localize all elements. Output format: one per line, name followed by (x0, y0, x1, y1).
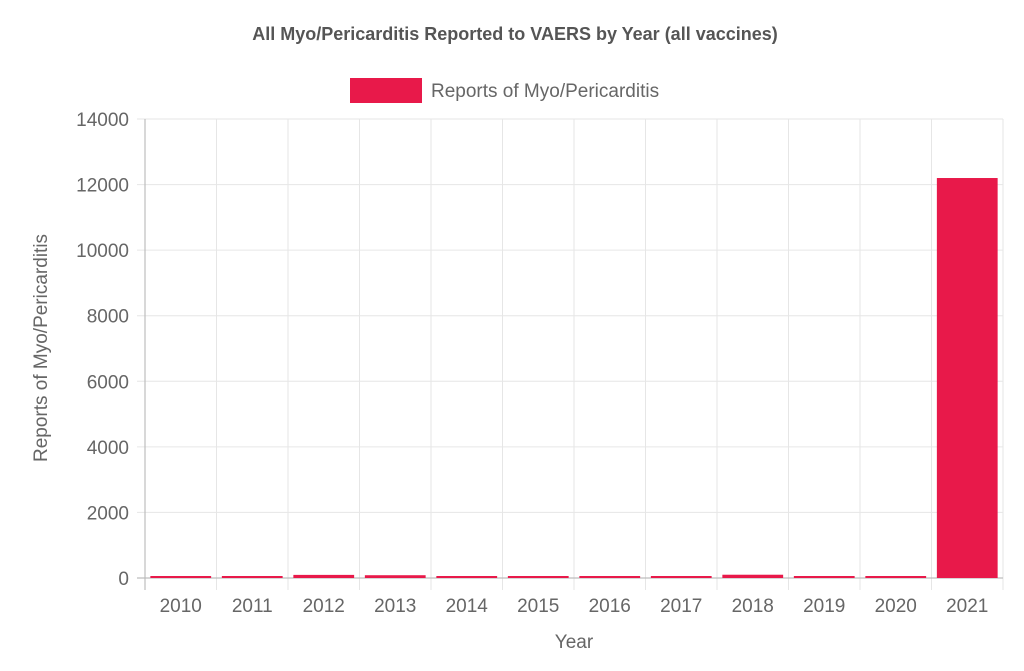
y-tick-label: 4000 (87, 438, 129, 459)
x-tick-label: 2011 (232, 596, 273, 617)
x-axis-title: Year (555, 632, 594, 653)
gridlines (137, 118, 1004, 590)
y-tick-label: 14000 (76, 110, 129, 131)
y-tick-label: 6000 (87, 372, 129, 393)
x-axis-ticks: 2010 2011 2012 2013 2014 2015 2016 2017 2018 2019… (160, 596, 989, 617)
y-tick-label: 2000 (87, 503, 129, 524)
x-tick-label: 2021 (946, 596, 988, 617)
bar-2021[interactable] (936, 178, 998, 578)
bar-2015[interactable] (507, 576, 569, 578)
y-axis-title: Reports of Myo/Pericarditis (31, 234, 52, 462)
y-axis-ticks: 0 2000 4000 6000 8000 10000 12000 14000 (76, 110, 129, 590)
x-tick-label: 2018 (732, 596, 774, 617)
x-tick-label: 2013 (374, 596, 416, 617)
y-tick-label: 10000 (76, 241, 129, 262)
chart-title: All Myo/Pericarditis Reported to VAERS b… (252, 24, 778, 44)
bar-2012[interactable] (293, 574, 355, 578)
x-tick-label: 2015 (517, 596, 559, 617)
x-tick-label: 2014 (446, 596, 489, 617)
bar-2016[interactable] (579, 576, 641, 578)
x-tick-label: 2020 (875, 596, 917, 617)
legend-swatch (350, 78, 422, 103)
y-tick-label: 8000 (87, 307, 129, 328)
x-tick-label: 2017 (660, 596, 702, 617)
x-tick-label: 2019 (803, 596, 845, 617)
bars (150, 178, 998, 578)
bar-2017[interactable] (650, 576, 712, 578)
x-tick-label: 2016 (589, 596, 631, 617)
bar-2018[interactable] (722, 574, 784, 578)
x-tick-label: 2012 (303, 596, 345, 617)
y-tick-label: 0 (118, 569, 129, 590)
bar-2013[interactable] (364, 575, 426, 578)
bar-2011[interactable] (221, 576, 283, 578)
legend[interactable]: Reports of Myo/Pericarditis (350, 78, 659, 103)
bar-2010[interactable] (150, 576, 212, 578)
y-tick-label: 12000 (76, 176, 129, 197)
bar-2019[interactable] (793, 576, 855, 578)
bar-2020[interactable] (865, 576, 927, 578)
bar-2014[interactable] (436, 576, 498, 578)
x-tick-label: 2010 (160, 596, 202, 617)
legend-label: Reports of Myo/Pericarditis (431, 81, 659, 102)
